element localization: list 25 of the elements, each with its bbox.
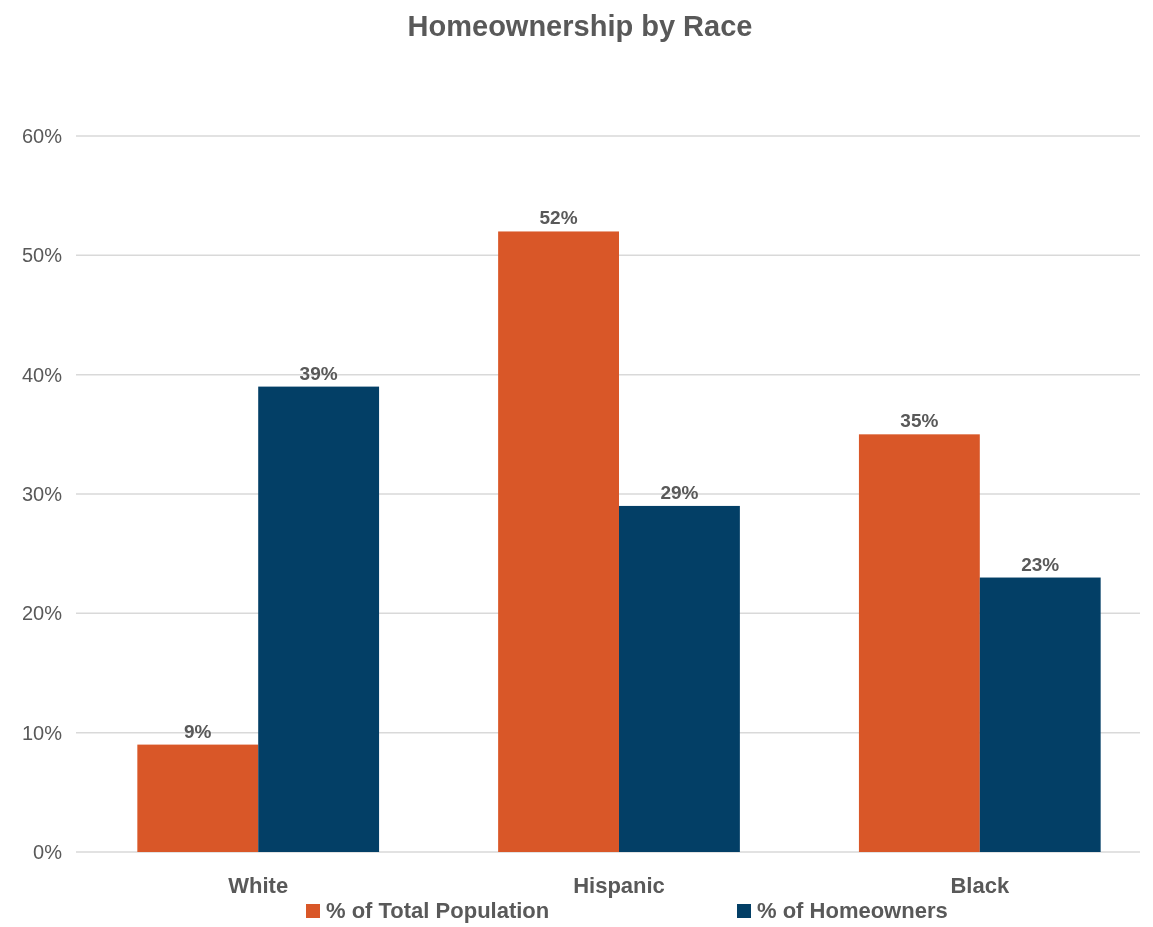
y-tick-label: 60% [21,125,63,147]
data-label: 39% [299,362,338,384]
data-label: 35% [900,410,939,432]
x-tick-label: White [228,873,289,898]
y-tick-label: 20% [21,602,63,625]
y-tick-label: 0% [33,841,63,863]
chart-title: Homeownership by Race [407,10,753,42]
legend-label: % of Total Population [326,898,550,923]
data-label: 23% [1021,553,1060,575]
data-label: 52% [539,207,578,229]
data-label: 29% [660,481,699,503]
data-label: 9% [184,720,212,742]
bar [619,505,740,852]
bar [498,231,619,852]
bar [858,434,980,852]
bar [979,577,1101,852]
y-tick-label: 30% [21,483,63,505]
bar [258,386,380,852]
bar [137,744,259,852]
x-tick-label: Hispanic [573,873,665,898]
x-tick-label: Black [950,873,1010,898]
y-tick-label: 10% [21,721,63,744]
y-tick-label: 40% [21,363,63,386]
y-tick-label: 50% [21,244,63,267]
legend-label: % of Homeowners [757,898,948,923]
